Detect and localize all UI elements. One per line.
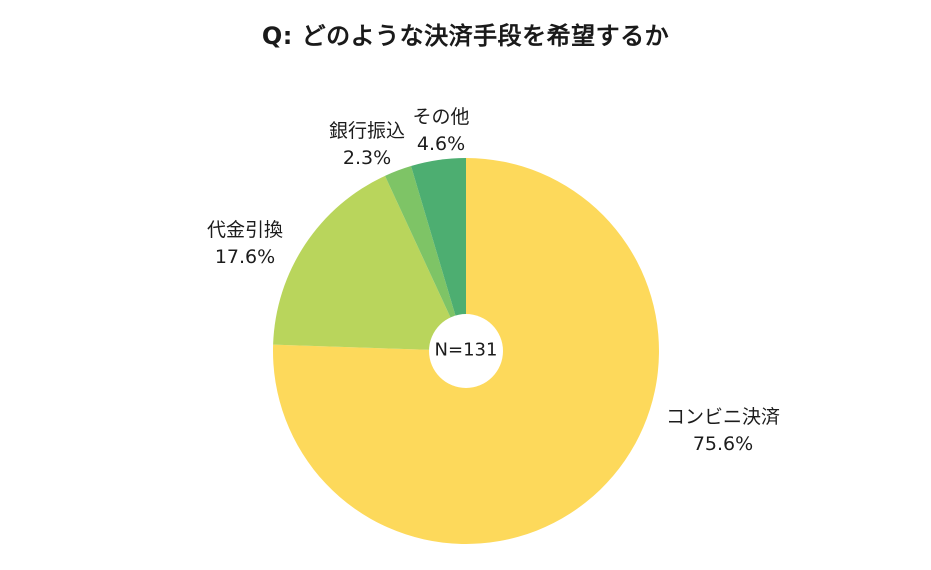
chart-title: Q: どのような決済手段を希望するか (261, 22, 670, 50)
slice-label-pct: 17.6% (214, 246, 276, 268)
slice-label-pct: 2.3% (342, 147, 392, 169)
donut-hole (429, 314, 503, 388)
slice-label-text: 銀行振込 (328, 120, 406, 142)
slice-label-pct: 4.6% (416, 133, 466, 155)
slice-label-text: その他 (412, 106, 470, 128)
slice-label-text: 代金引換 (206, 219, 284, 241)
slice-label-konbini-kessai: コンビニ決済 75.6% (666, 404, 780, 458)
slice-label-daikin-hikikae: 代金引換 17.6% (207, 217, 283, 271)
slice-label-sonota: その他 4.6% (412, 104, 469, 158)
pie-slice-2 (385, 165, 466, 351)
pie-slice-1 (273, 175, 466, 351)
pie-slice-3 (411, 158, 466, 351)
sample-size-label: N=131 (434, 339, 498, 361)
slice-label-pct: 75.6% (692, 433, 754, 455)
slice-label-ginko-furikomi: 銀行振込 2.3% (329, 118, 405, 172)
slice-label-text: コンビニ決済 (665, 406, 781, 428)
